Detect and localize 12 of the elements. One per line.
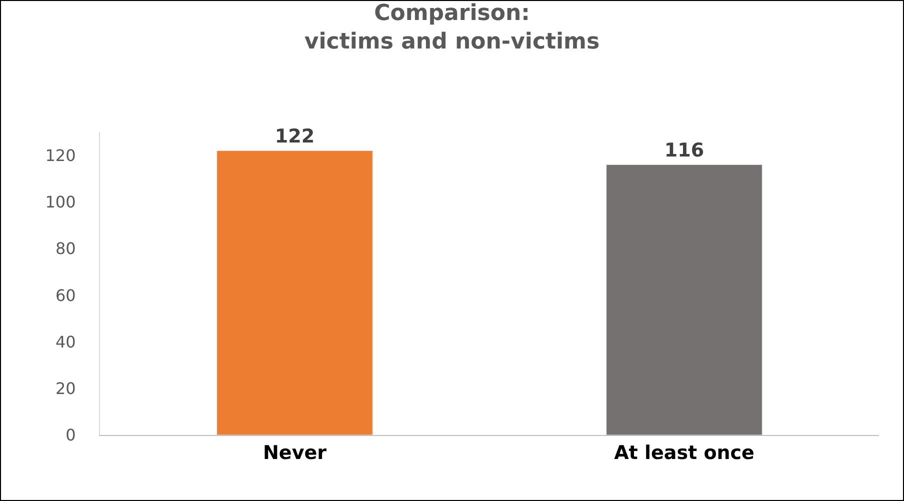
y-tick-label: 60 — [55, 286, 76, 305]
chart-title: Comparison: victims and non-victims — [304, 1, 600, 55]
data-label: 116 — [664, 140, 704, 162]
y-tick-label: 120 — [45, 146, 76, 165]
x-tick-label: Never — [263, 442, 328, 464]
y-tick-label: 100 — [45, 192, 76, 212]
y-tick-label: 80 — [55, 239, 76, 258]
y-tick-label: 40 — [55, 332, 76, 352]
y-tick-label: 0 — [66, 426, 76, 445]
data-label: 122 — [274, 126, 315, 148]
y-tick-label: 20 — [55, 378, 76, 398]
x-tick-label: At least once — [614, 442, 754, 464]
